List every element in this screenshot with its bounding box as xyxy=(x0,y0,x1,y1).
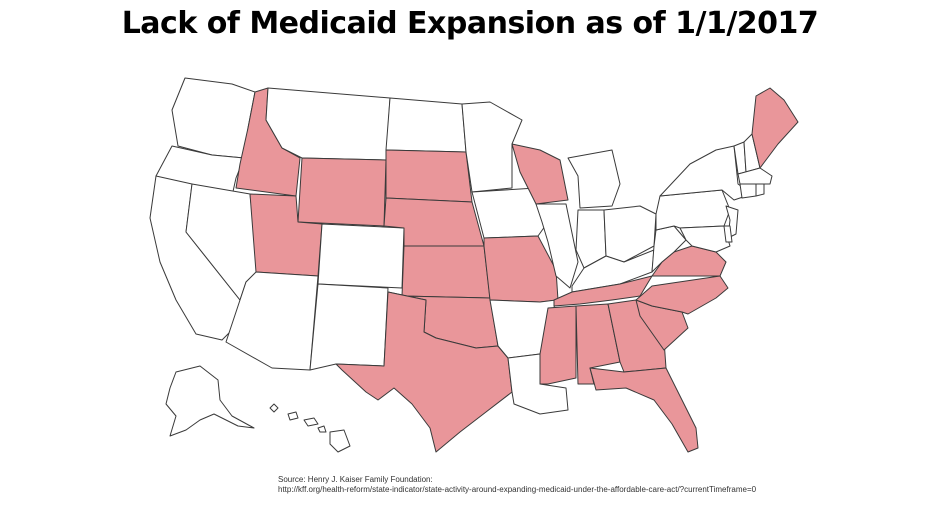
state-DE xyxy=(723,225,733,243)
state-WA xyxy=(171,77,256,159)
state-MI xyxy=(567,149,621,209)
state-KS xyxy=(401,245,491,299)
state-SD xyxy=(385,149,473,203)
page-title: Lack of Medicaid Expansion as of 1/1/201… xyxy=(121,6,819,41)
source-citation: Source: Henry J. Kaiser Family Foundatio… xyxy=(278,475,756,495)
state-IA xyxy=(471,187,549,239)
state-MO xyxy=(483,235,559,303)
state-NY xyxy=(659,145,753,201)
source-url: http://kff.org/health-reform/state-indic… xyxy=(278,485,757,494)
state-CO xyxy=(317,223,405,289)
state-CT xyxy=(739,183,757,199)
state-IL xyxy=(535,203,579,289)
state-RI xyxy=(755,183,765,197)
state-PA xyxy=(655,189,731,231)
state-NM xyxy=(309,283,389,371)
state-WI xyxy=(511,143,569,205)
state-AK xyxy=(165,365,255,437)
state-ME xyxy=(751,87,799,169)
state-ND xyxy=(385,97,467,153)
state-NC xyxy=(635,275,729,315)
state-HI xyxy=(269,403,351,453)
state-AZ xyxy=(225,271,319,371)
state-MN xyxy=(461,101,523,193)
state-MT xyxy=(265,87,391,161)
source-line-1: Source: Henry J. Kaiser Family Foundatio… xyxy=(278,475,433,484)
state-WY xyxy=(297,157,387,227)
state-TX xyxy=(335,291,513,453)
state-FL xyxy=(589,367,699,453)
state-MA xyxy=(737,167,773,185)
